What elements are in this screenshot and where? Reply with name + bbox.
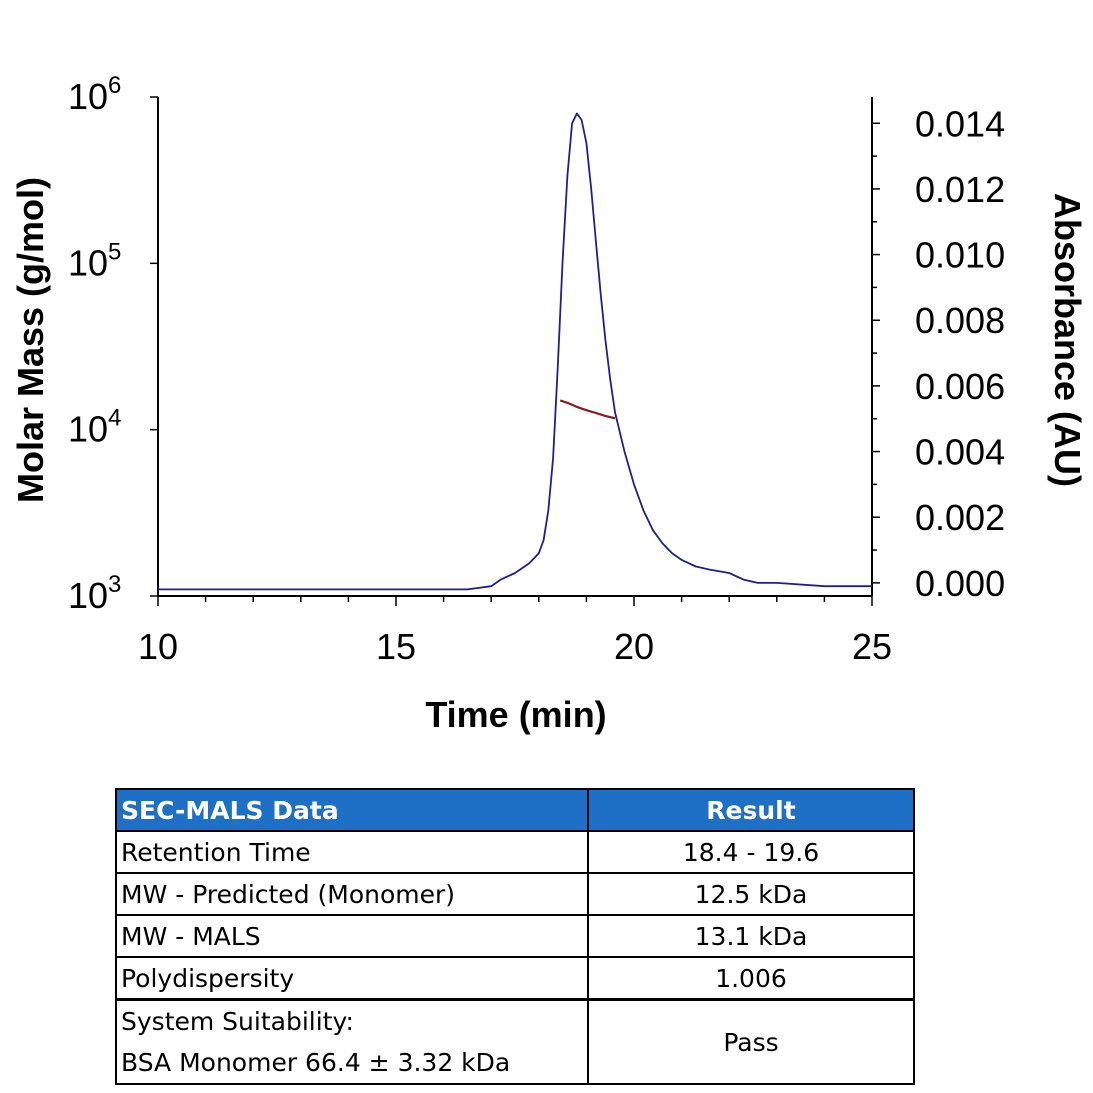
table-row: MW - MALS 13.1 kDa xyxy=(115,914,915,958)
x-tick-label: 25 xyxy=(852,626,892,667)
row-label: MW - Predicted (Monomer) xyxy=(115,872,589,916)
row-label: Polydispersity xyxy=(115,956,589,1001)
right-tick-label: 0.008 xyxy=(915,300,1005,341)
right-tick-label: 0.002 xyxy=(915,497,1005,538)
table-row-suitability: System Suitability: BSA Monomer 66.4 ± 3… xyxy=(115,998,915,1085)
right-tick-label: 0.014 xyxy=(915,103,1005,144)
right-y-axis-ticks: 0.000 0.002 0.004 0.006 0.008 0.010 0.012 0.014 xyxy=(872,103,1005,604)
x-axis-ticks: 10 15 20 25 xyxy=(138,596,892,667)
table-row: Retention Time 18.4 - 19.6 xyxy=(115,830,915,874)
table-row: MW - Predicted (Monomer) 12.5 kDa xyxy=(115,872,915,916)
suitability-line1: System Suitability: xyxy=(121,1007,354,1036)
left-tick-label: 104 xyxy=(68,405,121,450)
suitability-line2: BSA Monomer 66.4 ± 3.32 kDa xyxy=(121,1048,511,1077)
row-value: 1.006 xyxy=(587,956,915,1001)
x-tick-label: 10 xyxy=(138,626,178,667)
suitability-value: Pass xyxy=(587,998,915,1085)
left-tick-label: 105 xyxy=(68,238,121,283)
x-tick-label: 20 xyxy=(614,626,654,667)
table-row: Polydispersity 1.006 xyxy=(115,956,915,1001)
left-y-axis-title: Molar Mass (g/mol) xyxy=(10,177,51,503)
row-label: MW - MALS xyxy=(115,914,589,958)
right-tick-label: 0.004 xyxy=(915,432,1005,473)
left-tick-label: 103 xyxy=(68,571,121,616)
right-tick-label: 0.000 xyxy=(915,563,1005,604)
table-header-parameter: SEC-MALS Data xyxy=(115,788,589,832)
row-value: 12.5 kDa xyxy=(587,872,915,916)
series-layer xyxy=(158,112,872,591)
right-tick-label: 0.012 xyxy=(915,169,1005,210)
absorbance-line xyxy=(158,112,872,591)
x-axis-title: Time (min) xyxy=(425,694,606,735)
row-label: Retention Time xyxy=(115,830,589,874)
x-tick-label: 15 xyxy=(376,626,416,667)
molar-mass-line xyxy=(559,399,616,420)
table-header-row: SEC-MALS Data Result xyxy=(115,788,915,832)
row-value: 13.1 kDa xyxy=(587,914,915,958)
right-y-axis-title: Absorbance (AU) xyxy=(1047,193,1088,487)
left-tick-label: 106 xyxy=(68,72,121,117)
right-tick-label: 0.010 xyxy=(915,235,1005,276)
row-value: 18.4 - 19.6 xyxy=(587,830,915,874)
table-header-result: Result xyxy=(587,788,915,832)
right-tick-label: 0.006 xyxy=(915,366,1005,407)
left-y-axis-ticks: 103 104 105 106 xyxy=(68,72,158,616)
results-table: SEC-MALS Data Result Retention Time 18.4… xyxy=(115,788,915,1085)
suitability-label: System Suitability: BSA Monomer 66.4 ± 3… xyxy=(115,998,589,1085)
